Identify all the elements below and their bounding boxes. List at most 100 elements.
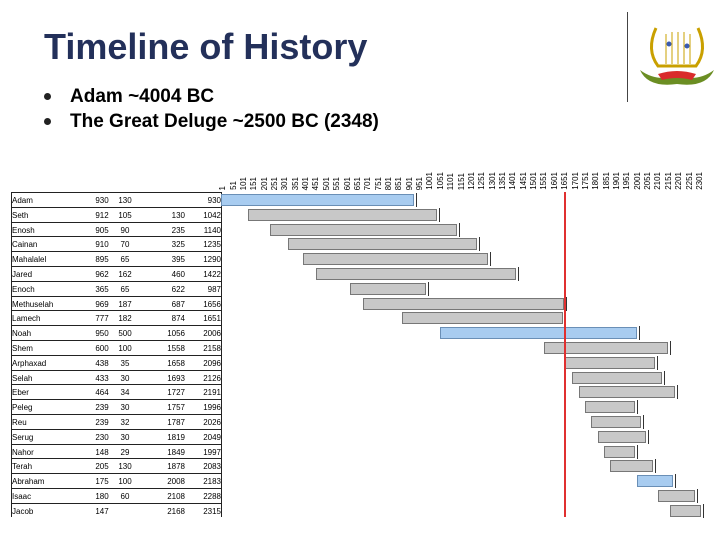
- death-year: 2288: [203, 492, 221, 501]
- age-at-fatherhood: 130: [118, 196, 132, 205]
- age-at-death: 912: [95, 210, 109, 220]
- age-at-death: 962: [95, 270, 109, 279]
- death-year: 2183: [203, 477, 221, 487]
- birth-year: 460: [171, 270, 185, 279]
- age-at-fatherhood: 187: [118, 299, 132, 309]
- birth-year: 1693: [167, 373, 185, 383]
- birth-year: 1757: [167, 403, 185, 413]
- bullet-dot-icon: [44, 118, 51, 125]
- timeline-tick-label: 901: [404, 176, 414, 190]
- age-at-death: 230: [95, 432, 109, 442]
- timeline-tick-label: 351: [290, 176, 300, 190]
- person-name: Serug: [12, 432, 34, 442]
- table-row: Serug 230 30 1819 2049: [11, 428, 221, 445]
- lifespan-end-marker: [697, 489, 699, 503]
- lifespan-bar: [564, 356, 656, 369]
- birth-year: 2168: [167, 506, 185, 516]
- age-at-fatherhood: 30: [120, 403, 130, 413]
- table-row: Arphaxad 438 35 1658 2096: [11, 354, 221, 371]
- timeline-tick-label: 1701: [570, 172, 580, 190]
- person-name: Peleg: [12, 403, 33, 413]
- death-year: 2158: [203, 344, 221, 353]
- person-name: Mahalalel: [12, 255, 47, 265]
- birth-year: 1878: [167, 462, 185, 472]
- table-row: Isaac 180 60 2108 2288: [11, 488, 221, 504]
- timeline-tick-label: 401: [301, 176, 311, 190]
- lifespan-bar: [363, 297, 565, 310]
- lifespan-end-marker: [459, 222, 461, 237]
- table-row: Noah 950 500 1056 2006: [11, 325, 221, 341]
- timeline-tick-label: 2101: [653, 172, 663, 190]
- person-name: Cainan: [12, 240, 38, 250]
- lifespan-bar: [571, 371, 662, 384]
- age-at-death: 777: [95, 314, 109, 324]
- lifespan-bar: [591, 416, 641, 428]
- lifespan-end-marker: [642, 415, 644, 429]
- age-at-death: 175: [95, 477, 109, 487]
- timeline-tick-label: 1151: [456, 172, 466, 190]
- age-at-death: 600: [95, 344, 109, 353]
- timeline-tick-label: 1351: [498, 172, 507, 190]
- birth-year: 1787: [167, 418, 185, 427]
- timeline-tick-label: 2051: [643, 172, 653, 190]
- lifespan-end-marker: [702, 503, 704, 518]
- person-name: Lamech: [12, 314, 41, 324]
- age-at-death: 895: [95, 255, 109, 265]
- patriarchs-table: Adam 930 130 930 Seth 912 105 130 1042 Enosh 905 90…: [11, 192, 221, 517]
- lifespan-end-marker: [663, 370, 665, 385]
- bullet-dot-icon: [44, 93, 51, 100]
- death-year: 1235: [203, 240, 221, 250]
- lifespan-bar: [578, 386, 676, 399]
- lifespan-end-marker: [478, 237, 480, 252]
- timeline-tick-label: 1951: [622, 172, 632, 190]
- death-year: 1656: [203, 299, 221, 309]
- age-at-fatherhood: 60: [120, 492, 130, 501]
- age-at-death: 148: [95, 447, 109, 457]
- table-border: [11, 192, 12, 517]
- age-at-death: 433: [95, 373, 109, 383]
- age-at-death: 147: [95, 506, 109, 516]
- timeline-tick-label: 451: [311, 176, 321, 190]
- timeline-tick-label: 2201: [674, 172, 684, 190]
- timeline-axis: 1 51 101 151 201 251 301 351 401 451 501 551 601 651 7…: [218, 150, 706, 192]
- age-at-fatherhood: 34: [120, 388, 130, 398]
- person-name: Selah: [12, 373, 33, 383]
- table-row: Jacob 147 2168 2315: [11, 502, 221, 519]
- death-year: 2083: [203, 462, 221, 472]
- timeline-tick-label: 701: [363, 176, 373, 190]
- timeline-tick-label: 1101: [446, 172, 456, 190]
- death-year: 1042: [203, 210, 221, 220]
- timeline-tick-label: 2001: [632, 172, 642, 190]
- timeline-tick-label: 1501: [529, 172, 539, 190]
- timeline-tick-label: 651: [352, 176, 362, 190]
- person-name: Abraham: [12, 477, 45, 487]
- table-row: Abraham 175 100 2008 2183: [11, 473, 221, 489]
- birth-year: 1849: [167, 447, 185, 457]
- lifespan-end-marker: [490, 252, 492, 267]
- age-at-death: 950: [95, 329, 109, 339]
- table-border: [221, 192, 222, 517]
- lifespan-bar: [269, 223, 458, 236]
- table-row: Methuselah 969 187 687 1656: [11, 295, 221, 312]
- timeline-tick-label: 1301: [487, 172, 497, 190]
- lifespan-bar: [543, 342, 669, 354]
- timeline-tick-label: 1751: [580, 172, 590, 190]
- lifespan-bar: [247, 208, 437, 221]
- birth-year: 874: [171, 314, 185, 324]
- table-row: Enoch 365 65 622 987: [11, 280, 221, 297]
- lifespan-end-marker: [657, 355, 659, 370]
- timeline-tick-label: 1451: [518, 172, 528, 190]
- lifespan-end-marker: [566, 296, 568, 311]
- death-year: 1997: [203, 447, 221, 457]
- person-name: Noah: [12, 329, 32, 339]
- lifespan-timeline: [221, 192, 706, 518]
- age-at-fatherhood: 100: [118, 344, 132, 353]
- person-name: Arphaxad: [12, 358, 47, 368]
- lifespan-bar: [604, 445, 635, 458]
- lifespan-bar: [402, 312, 564, 325]
- death-year: 1996: [203, 403, 221, 413]
- lifespan-bar: [302, 253, 489, 266]
- lyre-emblem-icon: [640, 27, 714, 85]
- death-year: 2096: [203, 358, 221, 368]
- age-at-fatherhood: 65: [120, 255, 130, 265]
